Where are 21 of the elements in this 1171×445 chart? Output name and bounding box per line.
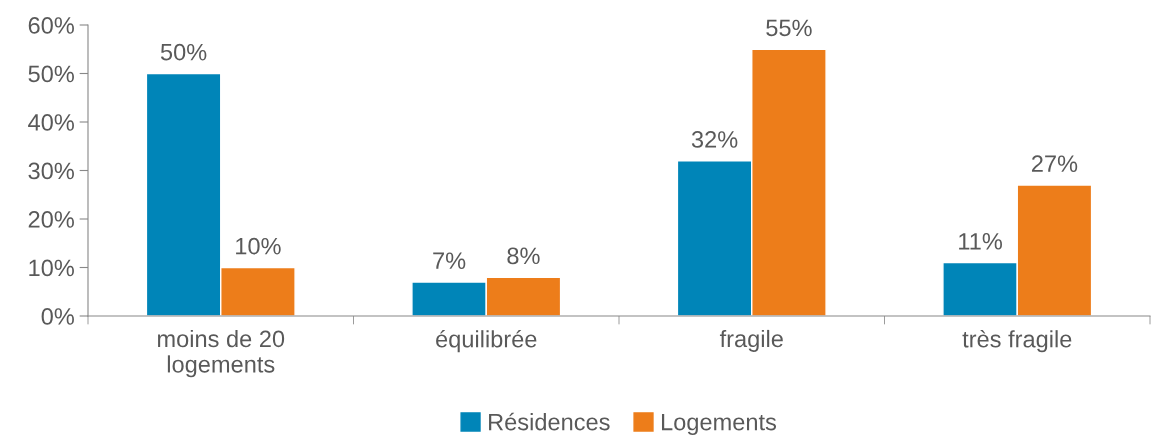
text: 50% xyxy=(160,43,207,61)
text: 7% xyxy=(433,252,466,269)
text: 55% xyxy=(766,19,812,37)
legend-label: Résidences xyxy=(489,412,610,431)
x-tick-label: moins de 20 logements xyxy=(158,329,285,378)
y-tick-label: 30% xyxy=(28,162,74,180)
y-tick-label: 10% xyxy=(29,259,74,277)
x-tick-label: fragile xyxy=(719,329,783,352)
x-tick-label: équilibrée xyxy=(436,329,537,353)
text: 8% xyxy=(507,247,540,265)
legend-label: Logements xyxy=(661,413,777,436)
y-tick-label: 60% xyxy=(28,17,74,34)
y-tick-label: 0% xyxy=(41,308,74,325)
text: 32% xyxy=(691,131,738,148)
text: 10% xyxy=(236,237,281,255)
y-tick-label: 40% xyxy=(28,114,74,131)
text: 11% xyxy=(959,233,1002,250)
x-tick-label: très fragile xyxy=(962,329,1072,353)
y-tick-label: 20% xyxy=(28,211,74,228)
y-tick-label: 50% xyxy=(28,65,74,83)
text: 27% xyxy=(1031,155,1078,172)
